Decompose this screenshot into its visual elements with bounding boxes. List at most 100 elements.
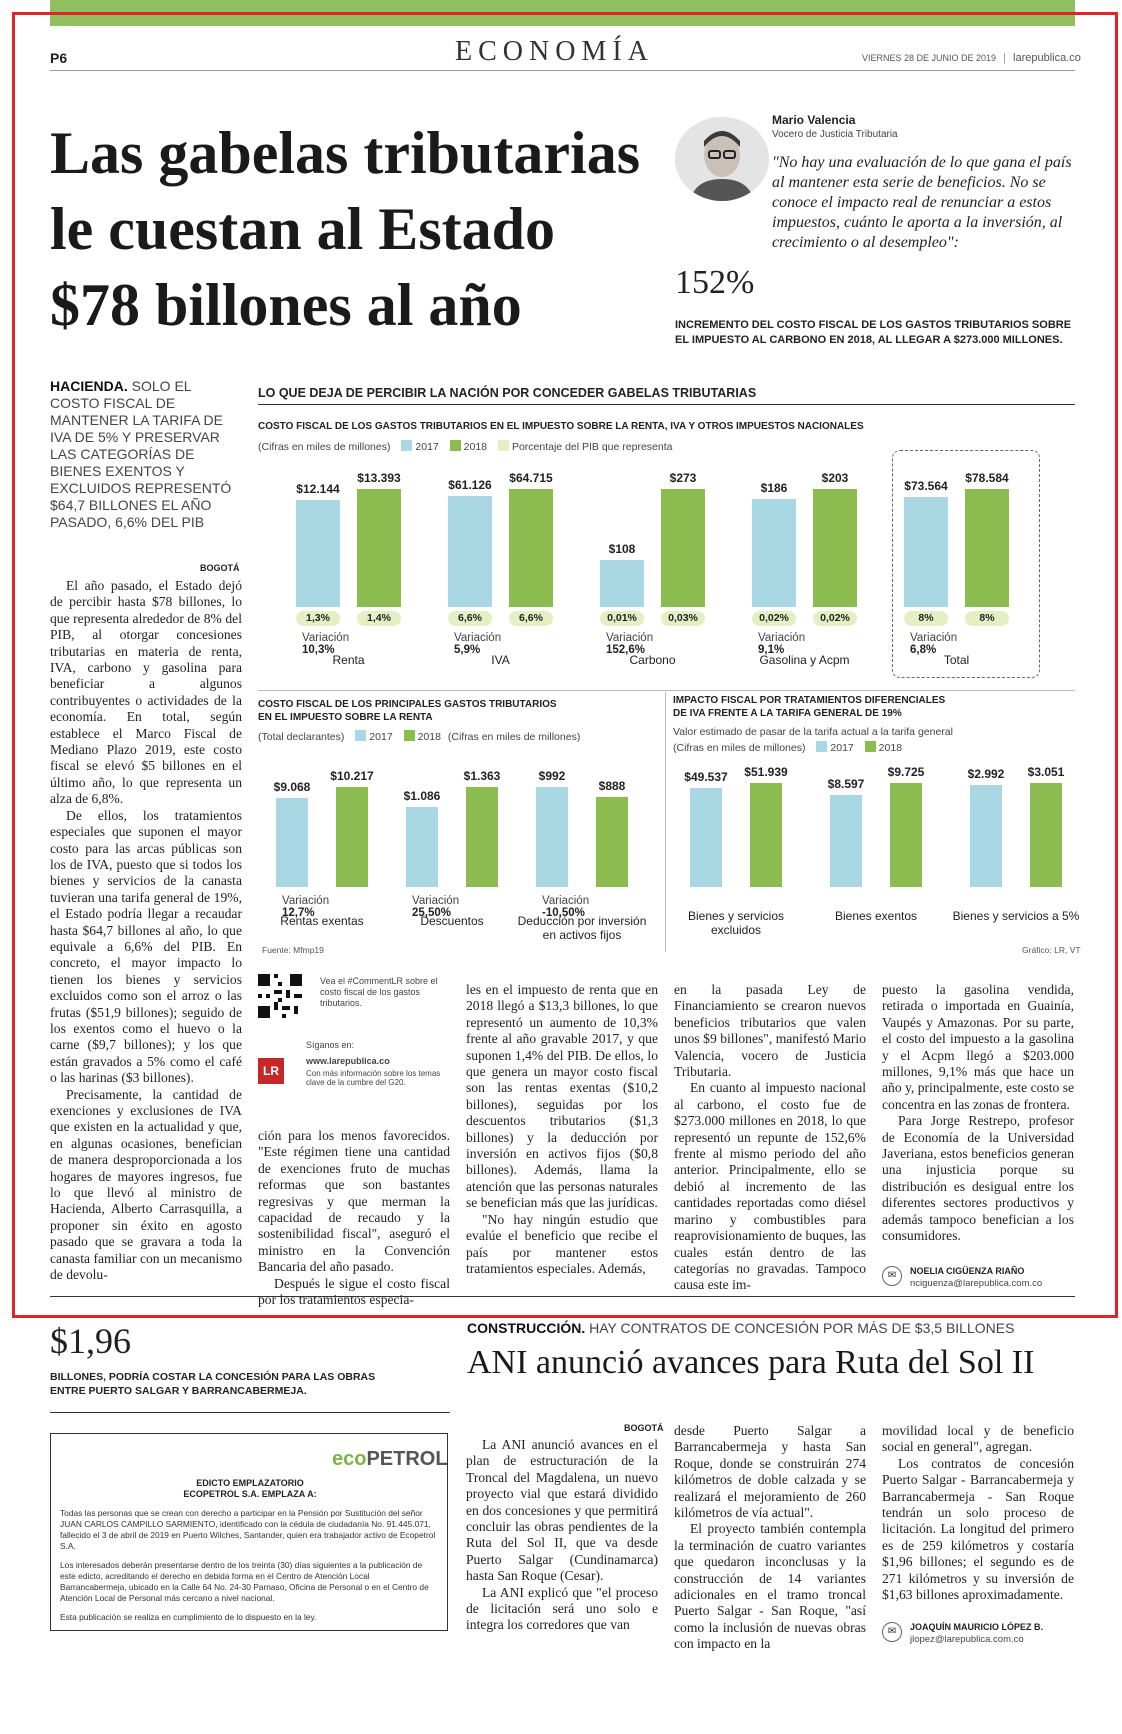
bar-value-label: $8.597 <box>827 777 865 792</box>
legend-2018: 2018 <box>417 731 441 743</box>
paragraph: les en el impuesto de renta que en 2018 … <box>466 982 658 1211</box>
qr-code[interactable] <box>258 974 302 1018</box>
chart2-note-left: (Total declarantes) <box>258 731 345 743</box>
page-number: P6 <box>50 50 68 66</box>
bar-value-label: $888 <box>598 779 626 794</box>
paragraph: desde Puerto Salgar a Barrancabermeja y … <box>674 1423 866 1521</box>
bar-2017 <box>690 787 722 887</box>
chart1-note: (Cifras en miles de millones) <box>258 441 391 453</box>
variation-row: Variación 25,50% <box>412 895 459 919</box>
chart3-legend: (Cifras en miles de millones) 2017 2018 <box>673 741 902 754</box>
headline-line: le cuestan al Estado <box>50 196 556 262</box>
headline-line: Las gabelas tributarias <box>50 120 641 186</box>
legend-swatch-2017 <box>355 730 367 741</box>
byline-mail[interactable]: jlopez@larepublica.com.co <box>910 1634 1024 1645</box>
legend-swatch-2018 <box>449 440 461 451</box>
lead-text: SOLO EL COSTO FISCAL DE MANTENER LA TARI… <box>50 378 232 530</box>
article2-column-3: movilidad local y de beneficio social en… <box>882 1423 1074 1603</box>
paragraph: Precisamente, la cantidad de exenciones … <box>50 1086 242 1283</box>
variation-label: Variación <box>454 632 502 644</box>
variation-value: 10,3% <box>302 644 335 656</box>
edicto-body: Todas las personas que se crean con dere… <box>60 1508 438 1631</box>
paragraph: La ANI explicó que "el proceso de licita… <box>466 1584 658 1633</box>
bar-2018 <box>466 787 498 887</box>
variation-row: Variación 6,8% <box>910 632 957 656</box>
bar-value-label: $51.939 <box>744 765 788 779</box>
bar-value-label: $203 <box>821 471 849 485</box>
variation-label: Variación <box>412 895 460 907</box>
bar-2017 <box>904 496 948 607</box>
paragraph: El proyecto también contempla la termina… <box>674 1521 866 1652</box>
chart2-note: (Cifras en miles de millones) <box>447 731 581 743</box>
paragraph: movilidad local y de beneficio social en… <box>882 1423 1074 1455</box>
paragraph: ción para los menos favorecidos. "Este r… <box>258 1128 450 1275</box>
variation-label: Variación <box>542 895 590 907</box>
bar-2017 <box>296 500 340 607</box>
pib-pct-label: 6,6% <box>509 611 553 626</box>
secondary-stat-value: $1,96 <box>50 1321 131 1361</box>
edicto-title-line: EDICTO EMPLAZATORIO <box>196 1478 304 1488</box>
bar-2018 <box>661 489 705 607</box>
category-label: Bienes y servicios excluidos <box>687 909 785 937</box>
article-column-5: puesto la gasolina vendida, retirada o i… <box>882 982 1074 1245</box>
site-link[interactable]: www.larepublica.co <box>306 1056 390 1066</box>
bar-value-label: $13.393 <box>357 471 401 485</box>
variation-label: Variación <box>606 632 654 644</box>
site-note: Con más información sobre los temas clav… <box>306 1069 441 1087</box>
bar-2017 <box>600 560 644 607</box>
bar-2018 <box>1030 783 1062 887</box>
article2-column-2: desde Puerto Salgar a Barrancabermeja y … <box>674 1423 866 1653</box>
article2-headline: ANI anunció avances para Ruta del Sol II <box>467 1344 1035 1381</box>
bar-value-label: $49.537 <box>684 769 728 784</box>
variation-row: Variación 152,6% <box>606 632 653 656</box>
bar-value-label: $10.217 <box>330 769 374 783</box>
chart2-title-line: COSTO FISCAL DE LOS PRINCIPALES GASTOS T… <box>258 699 557 710</box>
bar-2018 <box>813 489 857 607</box>
article-column-3: les en el impuesto de renta que en 2018 … <box>466 982 658 1277</box>
edicto-paragraph: Los interesados deberán presentarse dent… <box>60 1560 429 1603</box>
category-label: Rentas exentas <box>280 914 364 928</box>
variation-row: Variación 10,3% <box>302 632 349 656</box>
edicto-paragraph: Esta publicación se realiza en cumplimie… <box>60 1612 317 1622</box>
header-dateline: VIERNES 28 DE JUNIO DE 2019 | larepublic… <box>862 52 1081 64</box>
legend-2018: 2018 <box>463 441 488 453</box>
headline-line: $78 billones al año <box>50 272 522 338</box>
bar-2018 <box>596 797 628 887</box>
chart3-title: IMPACTO FISCAL POR TRATAMIENTOS DIFERENC… <box>673 694 945 720</box>
article2-dateline: BOGOTÁ <box>624 1423 664 1433</box>
bar-value-label: $9.725 <box>887 765 925 779</box>
chart-vsep <box>665 692 666 952</box>
bar-value-label: $73.564 <box>904 478 948 493</box>
variation-label: Variación <box>910 632 958 644</box>
paragraph: "No hay ningún estudio que evalúe el ben… <box>466 1211 658 1276</box>
bar-value-label: $108 <box>608 542 636 557</box>
quote-avatar <box>675 117 769 201</box>
byline-name: NOELIA CIGÜENZA RIAÑO <box>910 1266 1025 1276</box>
category-label: Bienes y servicios a 5% <box>952 909 1080 923</box>
legend-swatch-2018 <box>403 730 415 741</box>
bar-value-label: $186 <box>760 480 788 495</box>
pib-pct-label: 8% <box>904 611 948 626</box>
variation-row: Variación 9,1% <box>758 632 805 656</box>
paragraph: El año pasado, el Estado dejó de percibi… <box>50 578 242 807</box>
category-label: Deducción por inversión en activos fijos <box>517 914 647 942</box>
chart3-subtitle: Valor estimado de pasar de la tarifa act… <box>673 726 953 738</box>
bar-value-label: $992 <box>538 769 566 783</box>
variation-value: 12,7% <box>282 907 315 919</box>
secondary-rule <box>50 1412 450 1413</box>
article-dateline: BOGOTÁ <box>200 563 240 573</box>
chart1-legend: (Cifras en miles de millones) 2017 2018 … <box>258 440 672 453</box>
bar-value-label: $78.584 <box>965 471 1009 485</box>
article2-kicker: CONSTRUCCIÓN. HAY CONTRATOS DE CONCESIÓN… <box>467 1320 1014 1336</box>
paragraph: Después le sigue el costo fiscal por los… <box>258 1275 450 1308</box>
byline-mail[interactable]: nciguenza@larepublica.com.co <box>910 1278 1043 1289</box>
article-end-rule <box>50 1296 1075 1297</box>
paragraph: De ellos, los tratamientos especiales qu… <box>50 807 242 1086</box>
bar-2018 <box>357 489 401 607</box>
paragraph: puesto la gasolina vendida, retirada o i… <box>882 982 1075 1112</box>
pib-pct-label: 0,02% <box>813 611 857 626</box>
bar-value-label: $1.363 <box>463 769 501 783</box>
chart1-title: COSTO FISCAL DE LOS GASTOS TRIBUTARIOS E… <box>258 421 864 432</box>
variation-row: Variación 12,7% <box>282 895 329 919</box>
header-site[interactable]: larepublica.co <box>1013 52 1081 64</box>
